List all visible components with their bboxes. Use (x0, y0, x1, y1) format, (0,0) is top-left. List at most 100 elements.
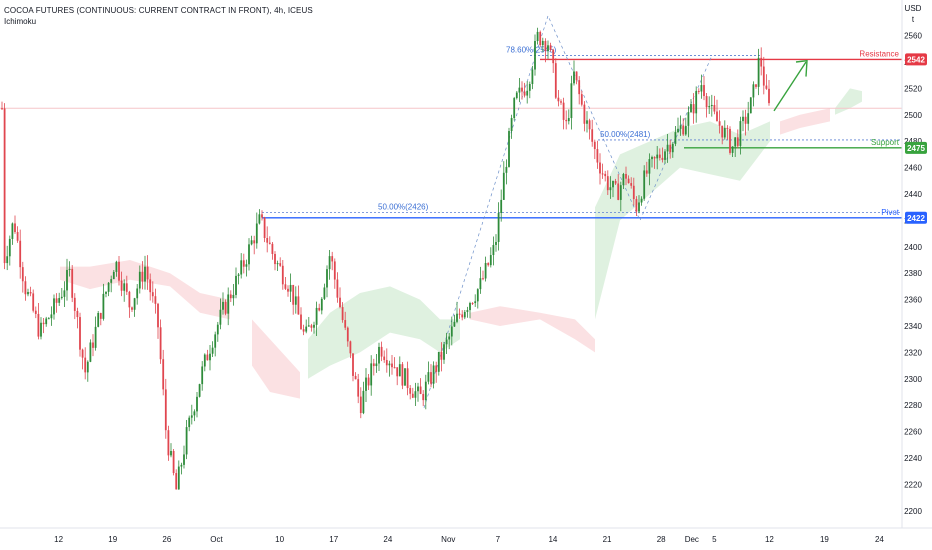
candle (643, 165, 646, 201)
candle-body (120, 280, 123, 291)
candle-body (599, 162, 601, 174)
candle-body (718, 121, 721, 126)
candle-body (632, 185, 635, 200)
candle (443, 341, 445, 364)
candle-body (534, 41, 536, 70)
candle (718, 110, 721, 134)
time-tick-label: 28 (657, 535, 666, 544)
candle-body (19, 240, 22, 268)
candle-body (279, 263, 282, 266)
candle (453, 314, 456, 328)
candle-body (424, 381, 427, 401)
candle (110, 275, 113, 293)
candle-body (188, 417, 191, 428)
candle (388, 360, 391, 377)
candle (409, 385, 412, 400)
candle-body (385, 360, 388, 366)
candle-body (515, 92, 518, 99)
ichimoku-cloud (60, 88, 862, 399)
candle-body (671, 143, 674, 153)
candle (575, 71, 578, 85)
candle (14, 215, 16, 234)
candle (242, 253, 245, 274)
candle (731, 146, 734, 157)
candle-body (619, 185, 622, 200)
candle (131, 306, 133, 312)
candle-body (193, 411, 196, 416)
candle (300, 307, 302, 330)
candle (427, 361, 430, 385)
candle (414, 382, 417, 406)
candle (658, 148, 661, 161)
price-tick-label: 2520 (904, 84, 922, 93)
candle-body (549, 45, 552, 50)
candle (307, 316, 310, 327)
candle (562, 97, 565, 130)
candle (281, 260, 284, 290)
price-tick-label: 2320 (904, 348, 922, 357)
candle-body (255, 223, 258, 244)
candle (34, 306, 37, 319)
candle-body (232, 294, 235, 299)
candle-body (757, 57, 760, 87)
candle-body (307, 325, 310, 327)
candle-body (110, 279, 113, 283)
candle-body (502, 172, 505, 200)
candle (320, 297, 323, 315)
candle-body (544, 40, 547, 52)
candle (224, 299, 227, 316)
candle-body (635, 199, 638, 212)
candle-body (622, 173, 625, 186)
candle-body (565, 119, 568, 122)
candle-body (450, 326, 453, 337)
candle-body (539, 31, 542, 46)
candle-body (198, 384, 201, 397)
candle (68, 261, 71, 277)
candle-body (643, 170, 646, 199)
candle-body (731, 146, 734, 153)
candle (24, 276, 27, 301)
time-tick-label: 26 (162, 535, 171, 544)
price-tick-label: 2480 (904, 137, 922, 146)
candle (66, 258, 68, 301)
candle-body (123, 283, 126, 291)
candle-body (227, 294, 230, 314)
candle-body (50, 314, 53, 319)
candle-body (541, 40, 544, 46)
candle (391, 354, 393, 375)
candle-body (721, 125, 724, 138)
candle (115, 260, 118, 277)
candle (466, 306, 469, 318)
candle (461, 310, 464, 321)
candle (640, 196, 643, 206)
cloud-green-segment (308, 286, 460, 379)
candle (378, 342, 380, 371)
candle (63, 281, 66, 308)
candle-body (471, 303, 474, 305)
candle (679, 115, 682, 136)
candle (635, 196, 638, 216)
candle-body (29, 292, 32, 294)
candle-body (201, 366, 204, 385)
candle (734, 137, 737, 157)
fib-level-label: 50.00%(2481) (600, 130, 651, 139)
candle (253, 235, 256, 255)
candle (492, 236, 495, 266)
candle (583, 101, 586, 132)
indicator-label[interactable]: Ichimoku (4, 17, 37, 26)
candle (661, 147, 664, 163)
candle-body (164, 389, 167, 431)
candle (713, 95, 716, 115)
candle-body (94, 326, 97, 348)
candle-body (573, 71, 575, 84)
price-tick-label: 2240 (904, 454, 922, 463)
candle (92, 334, 94, 357)
price-axis[interactable]: 2200 2220 2240 2260 2280 2300 2320 2340 2360 2380… (904, 32, 922, 516)
price-tick-label: 2560 (904, 32, 922, 41)
time-axis[interactable]: 12 19 26 Oct 10 17 24 Nov 7 14 21 28 Dec 5 12 19 24 (54, 535, 884, 544)
candle (547, 40, 549, 59)
candle (521, 81, 523, 100)
candle (183, 445, 185, 469)
candle (544, 38, 547, 63)
